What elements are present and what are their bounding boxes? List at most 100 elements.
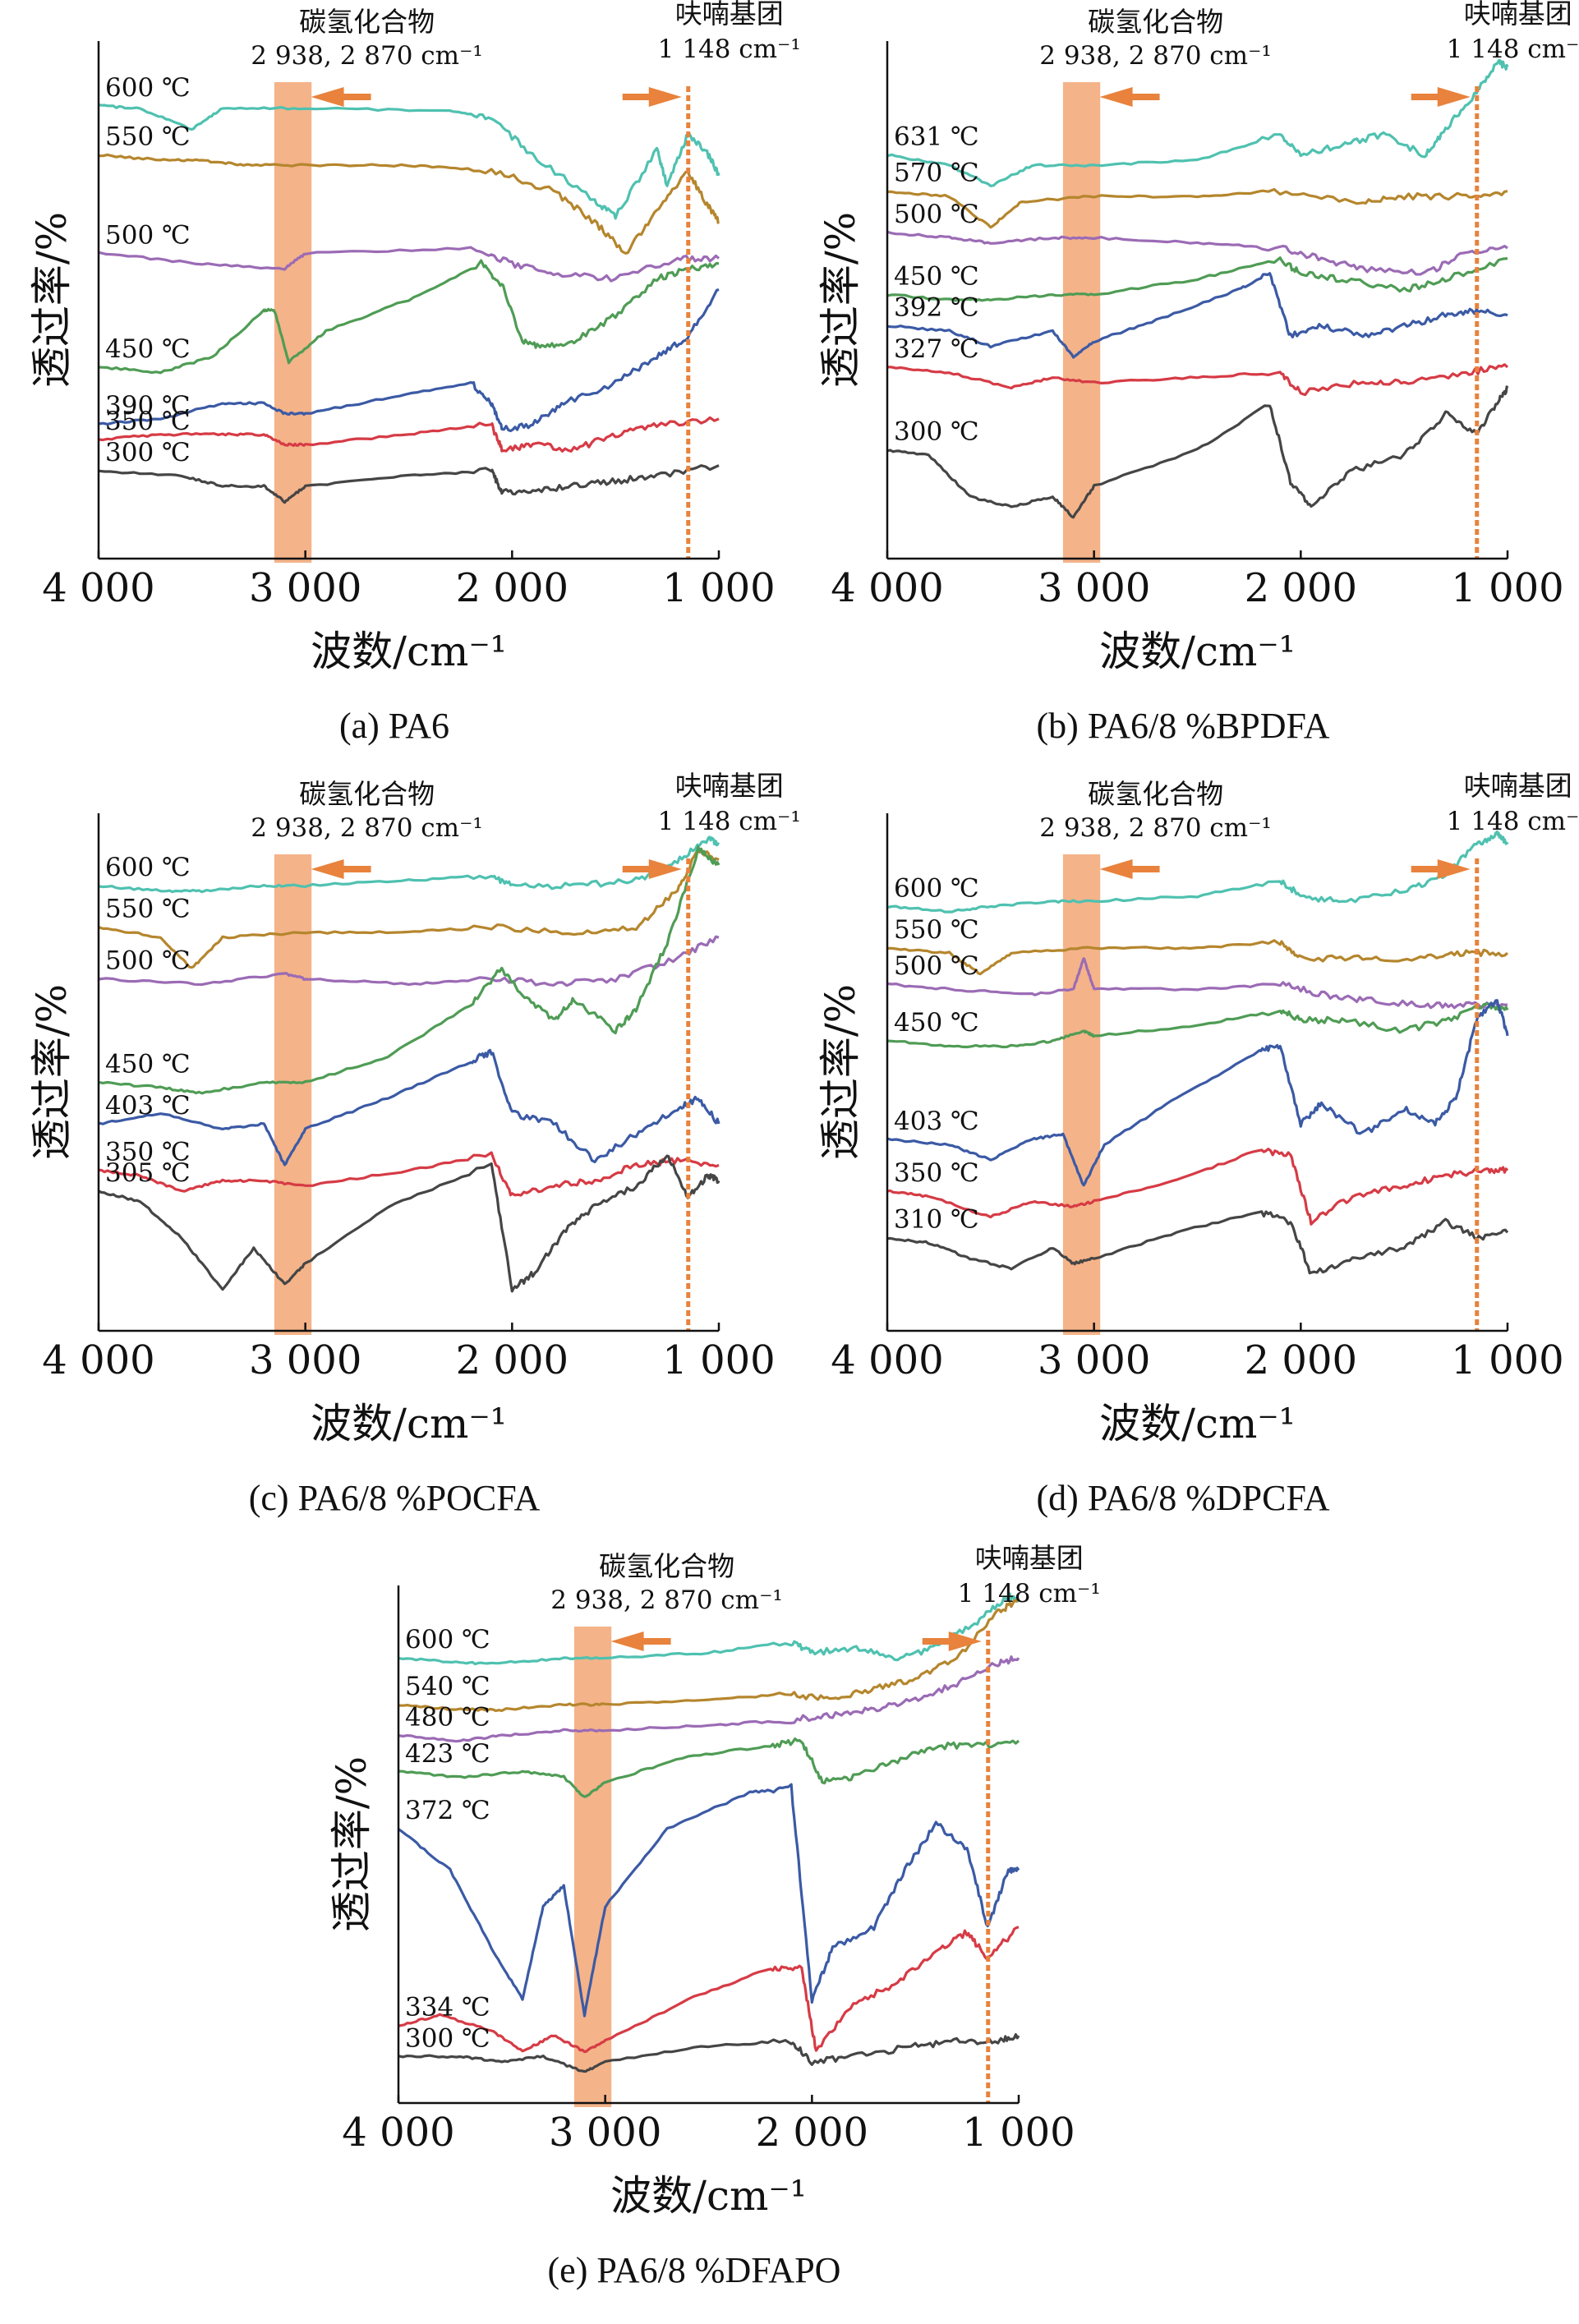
x-tick-label: 3 000 <box>549 2110 661 2156</box>
band-value-label: 2 938, 2 870 cm⁻¹ <box>550 1585 783 1615</box>
x-tick-label: 1 000 <box>1451 1337 1563 1383</box>
chart-panel-c: 600 ℃ 550 ℃ 500 ℃ 450 ℃ 403 ℃ 350 ℃ 305 ℃ 碳氢化合物… <box>0 770 801 1544</box>
series-label: 631 ℃ <box>894 122 979 152</box>
chart-svg-d: 600 ℃ 550 ℃ 500 ℃ 450 ℃ 403 ℃ 350 ℃ 310 ℃ 碳氢化合物… <box>817 770 1579 1447</box>
series-label: 500 ℃ <box>894 200 979 229</box>
chart-panel-e: 600 ℃ 540 ℃ 480 ℃ 423 ℃ 372 ℃ 334 ℃ 300 ℃ 碳氢化合物… <box>300 1542 1101 2317</box>
series-label: 403 ℃ <box>105 1091 191 1121</box>
series-label: 327 ℃ <box>894 334 979 364</box>
series-label: 350 ℃ <box>105 407 191 436</box>
x-tick-label: 2 000 <box>1245 1337 1357 1383</box>
series-label: 450 ℃ <box>105 334 191 364</box>
series-line <box>398 2033 1020 2073</box>
series-line <box>398 1926 1020 2054</box>
series-label: 600 ℃ <box>105 73 191 103</box>
series-line <box>886 1148 1509 1226</box>
series-label: 423 ℃ <box>405 1739 490 1769</box>
series-line <box>886 230 1508 276</box>
x-axis-title: 波数/cm⁻¹ <box>311 1400 507 1447</box>
chart-caption-e: (e) PA6/8 %DFAPO <box>547 2250 841 2290</box>
furan-arrow <box>1411 87 1471 107</box>
x-tick-label: 1 000 <box>1451 565 1563 611</box>
series-line <box>98 1154 720 1293</box>
band-label: 碳氢化合物 <box>1088 778 1223 810</box>
x-tick-label: 3 000 <box>1038 565 1150 611</box>
series-label: 300 ℃ <box>405 2023 490 2053</box>
series-label: 540 ℃ <box>405 1672 490 1701</box>
x-tick-label: 2 000 <box>456 1337 569 1383</box>
band-value-label: 2 938, 2 870 cm⁻¹ <box>251 813 483 843</box>
band-arrow <box>311 87 371 107</box>
x-tick-label: 1 000 <box>662 1337 775 1383</box>
x-tick-label: 1 000 <box>662 565 775 611</box>
series-line <box>886 1002 1509 1049</box>
furan-value-label: 1 148 cm⁻¹ <box>658 35 801 64</box>
hydrocarbon-band <box>1062 854 1101 1335</box>
band-arrow <box>1099 859 1160 879</box>
series-label: 500 ℃ <box>105 946 191 976</box>
x-tick-label: 3 000 <box>249 1337 361 1383</box>
series-line <box>886 385 1509 519</box>
furan-arrow <box>922 1631 982 1651</box>
series-label: 600 ℃ <box>105 853 191 882</box>
series-label: 390 ℃ <box>105 391 191 421</box>
series-label: 570 ℃ <box>894 159 979 188</box>
furan-value-label: 1 148 cm⁻¹ <box>1447 35 1579 64</box>
series-line <box>98 848 720 969</box>
series-line <box>98 288 720 433</box>
series-line <box>398 1737 1020 1798</box>
x-tick-label: 4 000 <box>342 2110 454 2156</box>
series-label: 334 ℃ <box>405 1993 490 2023</box>
series-label: 600 ℃ <box>894 873 979 903</box>
band-value-label: 2 938, 2 870 cm⁻¹ <box>1039 813 1272 843</box>
series-label: 450 ℃ <box>105 1050 191 1079</box>
series-line <box>99 153 720 255</box>
chart-caption-b: (b) PA6/8 %BPDFA <box>1036 706 1330 746</box>
series-line <box>98 835 720 894</box>
series-label: 550 ℃ <box>894 915 979 945</box>
series-label: 350 ℃ <box>894 1158 979 1188</box>
series-line <box>886 999 1509 1187</box>
series-label: 500 ℃ <box>105 220 191 250</box>
series-line <box>98 1048 720 1167</box>
chart-caption-c: (c) PA6/8 %POCFA <box>248 1478 541 1518</box>
series-line <box>887 939 1509 976</box>
furan-value-label: 1 148 cm⁻¹ <box>1447 807 1579 836</box>
band-label: 碳氢化合物 <box>599 1550 734 1582</box>
x-tick-label: 2 000 <box>756 2110 868 2156</box>
series-line <box>98 259 720 375</box>
series-line <box>886 272 1508 359</box>
series-line <box>886 58 1509 187</box>
series-line <box>398 1592 1020 1666</box>
furan-arrow <box>622 87 682 107</box>
series-label: 300 ℃ <box>894 417 979 447</box>
furan-arrow <box>622 859 682 879</box>
x-tick-label: 2 000 <box>456 565 569 611</box>
series-line <box>398 1783 1020 2018</box>
band-label: 碳氢化合物 <box>299 6 435 38</box>
x-tick-label: 4 000 <box>42 1337 154 1383</box>
series-label: 480 ℃ <box>405 1703 490 1733</box>
series-label: 403 ℃ <box>894 1107 979 1136</box>
x-axis-title: 波数/cm⁻¹ <box>1099 628 1296 675</box>
x-axis-title: 波数/cm⁻¹ <box>311 628 507 675</box>
x-tick-label: 3 000 <box>249 565 361 611</box>
series-label: 310 ℃ <box>894 1205 979 1235</box>
series-label: 550 ℃ <box>105 895 191 924</box>
series-label: 372 ℃ <box>405 1796 490 1825</box>
series-line <box>398 1598 1020 1713</box>
furan-value-label: 1 148 cm⁻¹ <box>958 1579 1101 1608</box>
series-line <box>886 830 1509 913</box>
hydrocarbon-band <box>1062 82 1101 563</box>
hydrocarbon-band <box>573 1627 612 2107</box>
series-line <box>886 256 1508 302</box>
series-label: 450 ℃ <box>894 1008 979 1038</box>
series-line <box>398 1655 1020 1743</box>
furan-arrow <box>1411 859 1471 879</box>
series-line <box>98 935 720 987</box>
series-line <box>98 464 720 504</box>
